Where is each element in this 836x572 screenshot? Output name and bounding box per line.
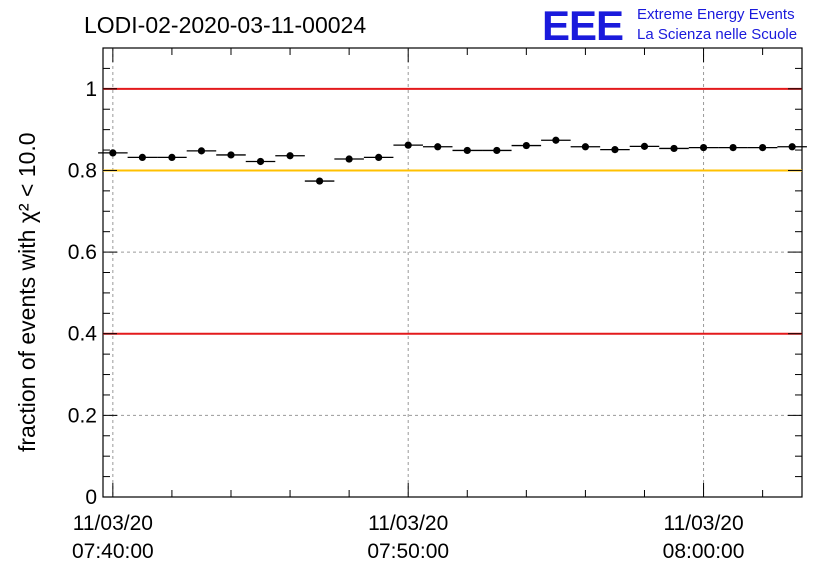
data-point (629, 142, 660, 150)
data-point (482, 146, 512, 155)
data-point-marker (434, 143, 442, 151)
data-point-marker (375, 153, 383, 161)
data-point-marker (552, 136, 560, 144)
eee-logo-line1: Extreme Energy Events (637, 6, 795, 23)
data-point (747, 143, 778, 152)
grid-lines (103, 48, 802, 497)
data-point-marker (315, 177, 324, 185)
data-point (570, 143, 601, 151)
data-point (777, 143, 807, 151)
y-tick-label: 1 (85, 78, 97, 101)
data-point (216, 151, 246, 159)
eee-logo-line2: La Scienza nelle Scuole (637, 26, 797, 43)
data-point (718, 143, 748, 152)
data-point (659, 144, 689, 153)
y-tick-label: 0.4 (68, 323, 98, 346)
x-tick-label-date: 11/03/20 (663, 512, 743, 535)
data-point-marker (522, 141, 530, 150)
data-point (275, 152, 305, 160)
data-point-marker (286, 152, 294, 160)
data-point-marker (168, 153, 176, 161)
y-axis-label: fraction of events with χ² < 10.0 (14, 132, 40, 452)
data-point (600, 146, 630, 154)
data-point (157, 153, 187, 161)
data-point-marker (611, 146, 619, 154)
data-point-marker (109, 149, 117, 157)
data-point (541, 136, 571, 144)
data-point-marker (197, 147, 206, 155)
data-point-marker (640, 142, 649, 150)
y-tick-label: 0.8 (68, 159, 97, 182)
data-point-marker (581, 143, 590, 151)
data-point-marker (227, 151, 235, 159)
y-axis-label-text: fraction of events with χ² < 10.0 (14, 132, 40, 452)
x-tick-label-date: 11/03/20 (73, 512, 153, 535)
y-axis-ticks: 0 0.2 0.4 0.6 0.8 1 (68, 67, 802, 509)
y-tick-label: 0.6 (68, 241, 97, 264)
reference-lines (103, 87, 802, 335)
data-point-marker (788, 143, 796, 151)
data-point-marker (670, 144, 678, 153)
data-point (393, 141, 423, 149)
x-tick-label-date: 11/03/20 (368, 512, 448, 535)
data-point-marker (699, 143, 708, 152)
data-point-marker (138, 153, 146, 161)
data-point-marker (345, 155, 353, 163)
x-axis-ticks: 11/03/20 07:40:00 11/03/20 07:50:00 11/03/20… (72, 48, 764, 563)
data-points (98, 136, 807, 185)
x-tick-label-time: 08:00:00 (663, 540, 745, 563)
data-point (127, 153, 158, 161)
x-tick-label-time: 07:40:00 (72, 540, 154, 563)
data-point (422, 143, 453, 151)
data-point-marker (256, 157, 265, 166)
data-point-marker (463, 146, 471, 155)
y-tick-label: 0.2 (68, 404, 97, 427)
data-point (363, 153, 394, 161)
data-point (304, 177, 335, 185)
data-point (452, 146, 483, 155)
data-point-marker (404, 141, 412, 149)
chart-title: LODI-02-2020-03-11-00024 (84, 12, 366, 38)
plot-frame (102, 47, 803, 498)
data-point-marker (493, 146, 501, 155)
data-point (98, 149, 128, 157)
x-tick-label-time: 07:50:00 (367, 540, 449, 563)
data-point (186, 147, 217, 155)
y-tick-label: 0 (85, 486, 97, 509)
eee-logo: EEE Extreme Energy Events La Scienza nel… (542, 2, 797, 49)
data-point-marker (729, 143, 737, 152)
data-point-marker (759, 143, 767, 152)
data-point (245, 157, 276, 166)
data-point (511, 141, 542, 150)
data-point (334, 155, 364, 163)
data-point (688, 143, 719, 152)
eee-logo-mark: EEE (542, 2, 623, 49)
